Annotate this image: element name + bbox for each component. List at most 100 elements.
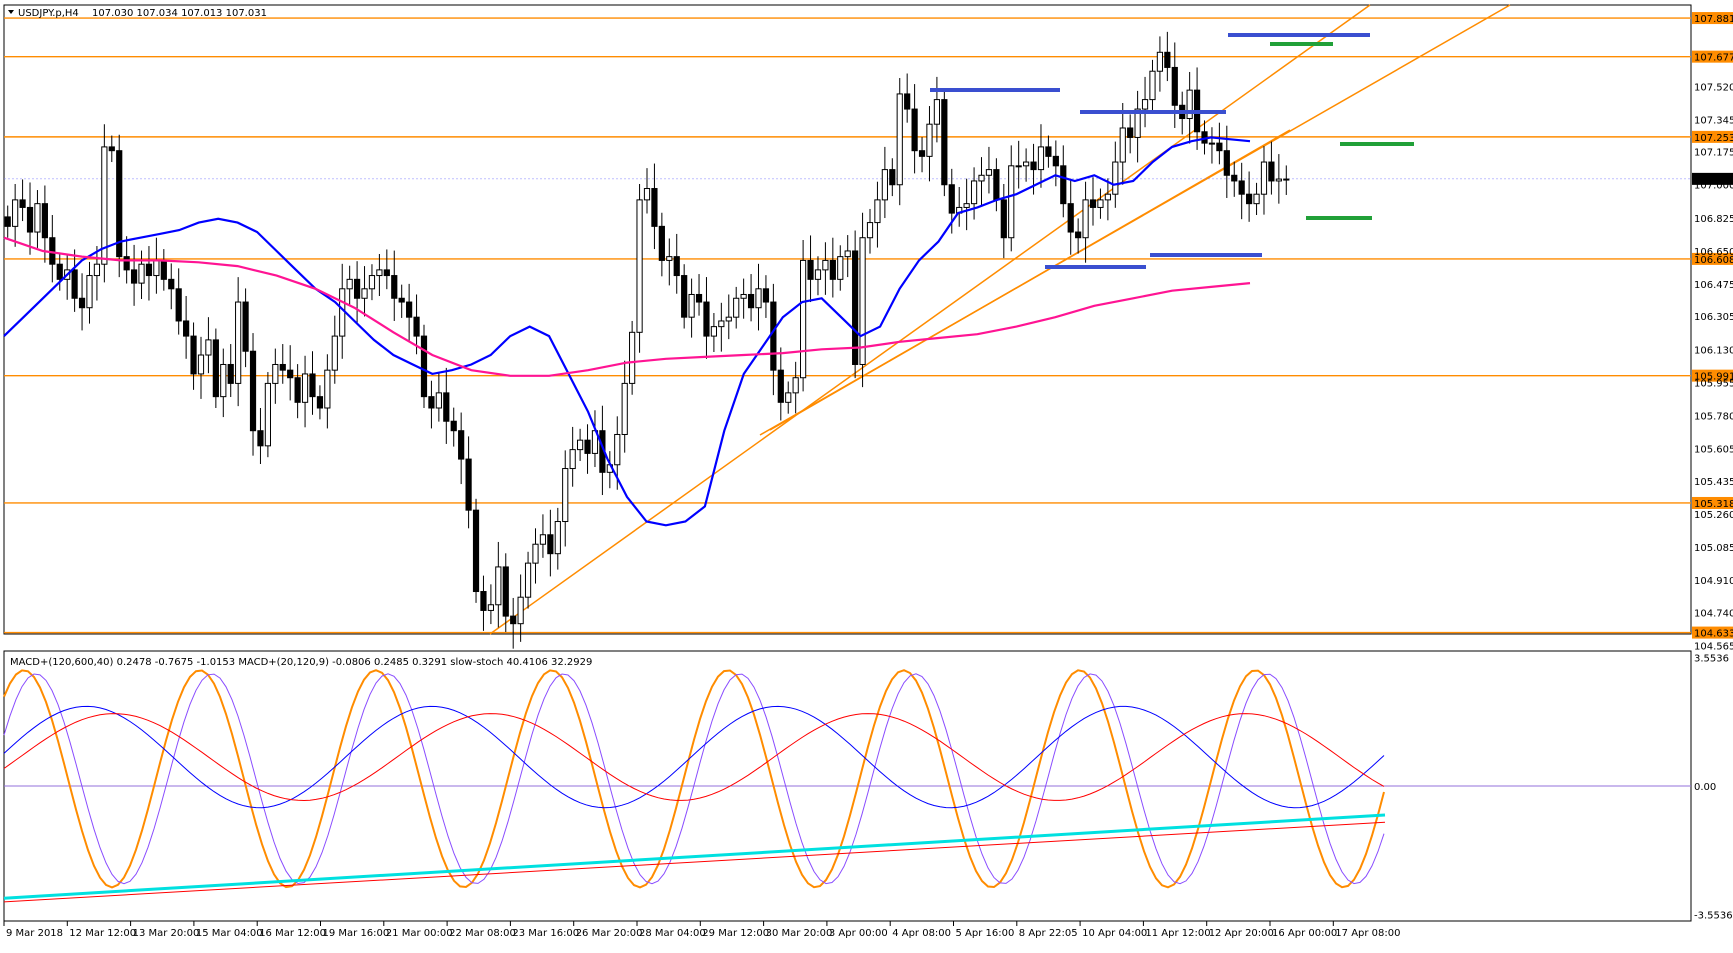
- candle-body: [970, 180, 978, 205]
- time-axis-label: 29 Mar 12:00: [702, 928, 769, 939]
- level-price-tag: [1692, 496, 1733, 509]
- price-axis-label: 105.955: [1694, 378, 1733, 389]
- candle-body: [562, 468, 569, 523]
- candle-body: [569, 449, 576, 470]
- candle-body: [1127, 127, 1134, 138]
- candle-body: [688, 293, 695, 318]
- candle-body: [926, 123, 933, 157]
- candle-body: [733, 297, 740, 318]
- candle-body: [1112, 161, 1119, 195]
- candle-body: [896, 93, 903, 186]
- candle-body: [963, 203, 970, 208]
- candle-body: [346, 278, 353, 290]
- level-price-tag: [1692, 626, 1733, 639]
- price-axis-label: 105.085: [1694, 543, 1733, 554]
- price-axis-label: 104.910: [1694, 576, 1733, 587]
- candle-body: [547, 534, 554, 555]
- candle-body: [339, 288, 346, 337]
- candle-body: [822, 259, 829, 271]
- macd-a-main-line: [3, 705, 1385, 809]
- candle-body: [502, 566, 509, 617]
- candle-body: [762, 288, 770, 303]
- candle-body: [510, 615, 517, 625]
- time-axis-label: 12 Apr 20:00: [1209, 928, 1274, 939]
- candle-body: [695, 293, 703, 303]
- candle-body: [517, 596, 524, 625]
- candle-body: [153, 259, 160, 277]
- level-price-tag: [1692, 50, 1733, 63]
- candle-body: [301, 373, 309, 403]
- candle-body: [740, 293, 747, 299]
- candle-body: [852, 250, 859, 365]
- candle-body: [859, 237, 866, 365]
- price-axis-label: 104.740: [1694, 608, 1733, 619]
- candle-body: [123, 256, 130, 271]
- candle-body: [160, 259, 167, 280]
- candle-body: [621, 382, 628, 435]
- candle-body: [1208, 142, 1216, 145]
- ma-fast-line: [3, 136, 1251, 527]
- candle-body: [1060, 165, 1067, 205]
- candle-body: [1238, 180, 1245, 195]
- candle-body: [1149, 70, 1156, 101]
- price-axis-label: 107.000: [1694, 181, 1733, 192]
- current-price-tag: [1692, 172, 1733, 185]
- time-axis-label: 23 Mar 16:00: [512, 928, 579, 939]
- candle-body: [428, 396, 435, 409]
- candle-body: [264, 382, 271, 447]
- time-axis-label: 8 Apr 22:05: [1019, 928, 1078, 939]
- candle-body: [673, 256, 680, 277]
- candle-body: [368, 275, 376, 290]
- candle-body: [666, 256, 673, 261]
- level-price-tag: [1692, 12, 1733, 25]
- candle-body: [309, 373, 316, 398]
- candle-body: [1052, 155, 1059, 167]
- candle-body: [472, 509, 480, 593]
- candle-body: [658, 225, 665, 261]
- time-axis-label: 13 Mar 20:00: [133, 928, 200, 939]
- candle-body: [814, 269, 822, 280]
- candle-body: [725, 316, 732, 322]
- candle-body: [874, 199, 881, 224]
- candle-body: [1082, 199, 1089, 239]
- candle-body: [933, 99, 941, 125]
- ma-slow-line: [3, 236, 1251, 377]
- candle-body: [212, 339, 219, 398]
- candle-body: [108, 146, 115, 152]
- indicator-axis-label: 3.5536: [1694, 653, 1729, 664]
- time-axis-label: 15 Mar 04:00: [196, 928, 263, 939]
- candle-body: [918, 150, 926, 157]
- price-axis-label: 104.565: [1694, 641, 1733, 652]
- candle-body: [220, 363, 227, 398]
- candle-body: [391, 275, 398, 299]
- price-axis-label: 106.305: [1694, 312, 1733, 323]
- candle-body: [487, 604, 494, 611]
- time-axis-label: 10 Apr 04:00: [1082, 928, 1147, 939]
- trendline: [769, 129, 1291, 431]
- candle-body: [12, 199, 19, 227]
- main-chart-border: [3, 4, 1692, 635]
- price-axis-label: 106.475: [1694, 280, 1733, 291]
- candle-body: [993, 169, 1000, 201]
- price-axis-label: 105.260: [1694, 510, 1733, 521]
- candle-body: [406, 301, 413, 318]
- candle-body: [138, 263, 145, 284]
- candle-body: [1171, 66, 1178, 106]
- candle-body: [777, 369, 784, 403]
- macd-a-signal-line: [3, 713, 1385, 802]
- candle-body: [614, 433, 621, 466]
- candle-body: [1030, 161, 1037, 171]
- candle-body: [183, 320, 190, 337]
- candle-body: [881, 169, 888, 201]
- level-price-label: 106.608: [1694, 255, 1733, 266]
- price-axis-label: 107.175: [1694, 148, 1733, 159]
- candle-body: [554, 521, 561, 555]
- level-price-tag: [1692, 130, 1733, 143]
- candle-body: [4, 216, 11, 227]
- triangle-down-icon[interactable]: [8, 10, 14, 14]
- candle-body: [800, 259, 807, 379]
- candle-body: [576, 439, 584, 451]
- candle-body: [361, 288, 368, 299]
- candle-body: [1023, 161, 1030, 167]
